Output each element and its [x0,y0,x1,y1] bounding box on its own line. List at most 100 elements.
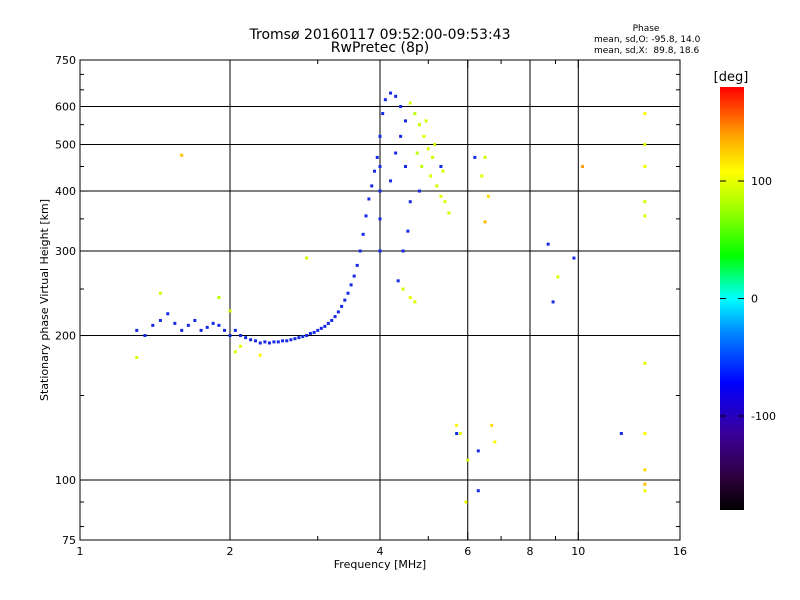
tick-labels: 1 2 4 6 8 10 16 75 100 200 300 400 500 600 750 [55,54,687,558]
data-point-o [476,449,480,453]
data-point-x [643,489,647,493]
data-point-x [556,275,560,279]
data-point-x [643,482,647,486]
data-point-x [408,101,412,105]
data-point-o [364,214,368,218]
data-point-x [258,353,262,357]
data-point-o [336,310,340,314]
data-point-x [493,440,497,444]
data-point-o [301,335,305,339]
data-point-o [401,249,405,253]
data-point-x [433,143,437,147]
data-point-o [378,134,382,138]
data-point-o [375,155,379,159]
data-point-o [403,119,407,123]
x-tick-label: 2 [227,545,234,558]
colorbar-tick-label: 100 [751,175,772,188]
data-point-x [464,500,468,504]
data-point-x [439,194,443,198]
data-point-o [205,325,209,329]
data-point-x [401,287,405,291]
data-point-o [199,328,203,332]
data-point-x [643,164,647,168]
data-point-o [473,155,477,159]
x-axis-label: Frequency [MHz] [334,558,426,571]
data-point-o [281,339,285,343]
phase-stats-o: mean, sd,O: -95.8, 14.0 [594,35,701,45]
data-point-x [643,112,647,116]
data-point-o [305,334,309,338]
data-point-x [441,169,445,173]
colorbar-tick-label: -100 [751,410,776,423]
data-points [135,91,647,504]
data-point-o [166,312,170,316]
colorbar-tick-label: 0 [751,293,758,306]
data-point-o [323,324,327,328]
data-point-o [358,249,362,253]
data-point-x [305,256,309,260]
data-point-o [239,334,243,338]
x-tick-label: 4 [377,545,384,558]
y-tick-label: 400 [55,185,76,198]
data-point-x [480,174,484,178]
data-point-o [326,321,330,325]
data-point-o [297,336,301,340]
phase-stats-x: mean, sd,X: 89.8, 18.6 [594,46,700,56]
data-point-o [340,304,344,308]
data-point-o [249,338,253,342]
x-tick-label: 1 [77,545,84,558]
data-point-o [253,339,257,343]
data-point-o [267,341,271,345]
data-point-x [228,309,232,313]
data-point-o [258,341,262,345]
data-point-o [367,197,371,201]
data-point-o [293,337,297,341]
data-point-o [551,300,555,304]
data-point-x [443,200,447,204]
data-point-o [244,336,248,340]
data-point-o [143,334,147,338]
data-point-o [223,328,227,332]
data-point-o [355,263,359,267]
data-point-x [239,344,243,348]
data-point-o [389,91,393,95]
chart-title: Tromsø 20160117 09:52:00-09:53:43 [249,27,511,43]
data-point-x [217,296,221,300]
data-point-x [643,432,647,436]
data-point-o [546,242,550,246]
data-point-o [476,489,480,493]
data-point-x [415,151,419,155]
data-point-x [417,123,421,127]
data-point-x [643,200,647,204]
data-point-o [373,169,377,173]
data-point-x [643,361,647,365]
data-point-o [330,318,334,322]
y-tick-label: 100 [55,474,76,487]
data-point-o [186,323,190,327]
data-point-o [135,328,139,332]
data-point-x [408,296,412,300]
x-tick-label: 10 [571,545,585,558]
data-point-x [424,119,428,123]
data-point-o [619,432,623,436]
data-point-x [135,355,139,359]
data-point-x [483,155,487,159]
data-point-o [399,105,403,109]
data-point-o [316,328,320,332]
data-point-o [378,164,382,168]
data-point-o [319,326,323,330]
data-point-x [435,184,439,188]
data-point-x [422,134,426,138]
data-point-x [643,143,647,147]
data-point-o [394,94,398,98]
data-point-x [643,214,647,218]
data-point-x [458,432,462,436]
data-point-o [180,328,184,332]
data-point-o [455,432,459,436]
chart-subtitle: RwPretec (8p) [331,40,429,56]
data-point-o [263,340,267,344]
data-point-x [413,300,417,304]
data-point-o [389,179,393,183]
data-point-o [381,112,385,116]
